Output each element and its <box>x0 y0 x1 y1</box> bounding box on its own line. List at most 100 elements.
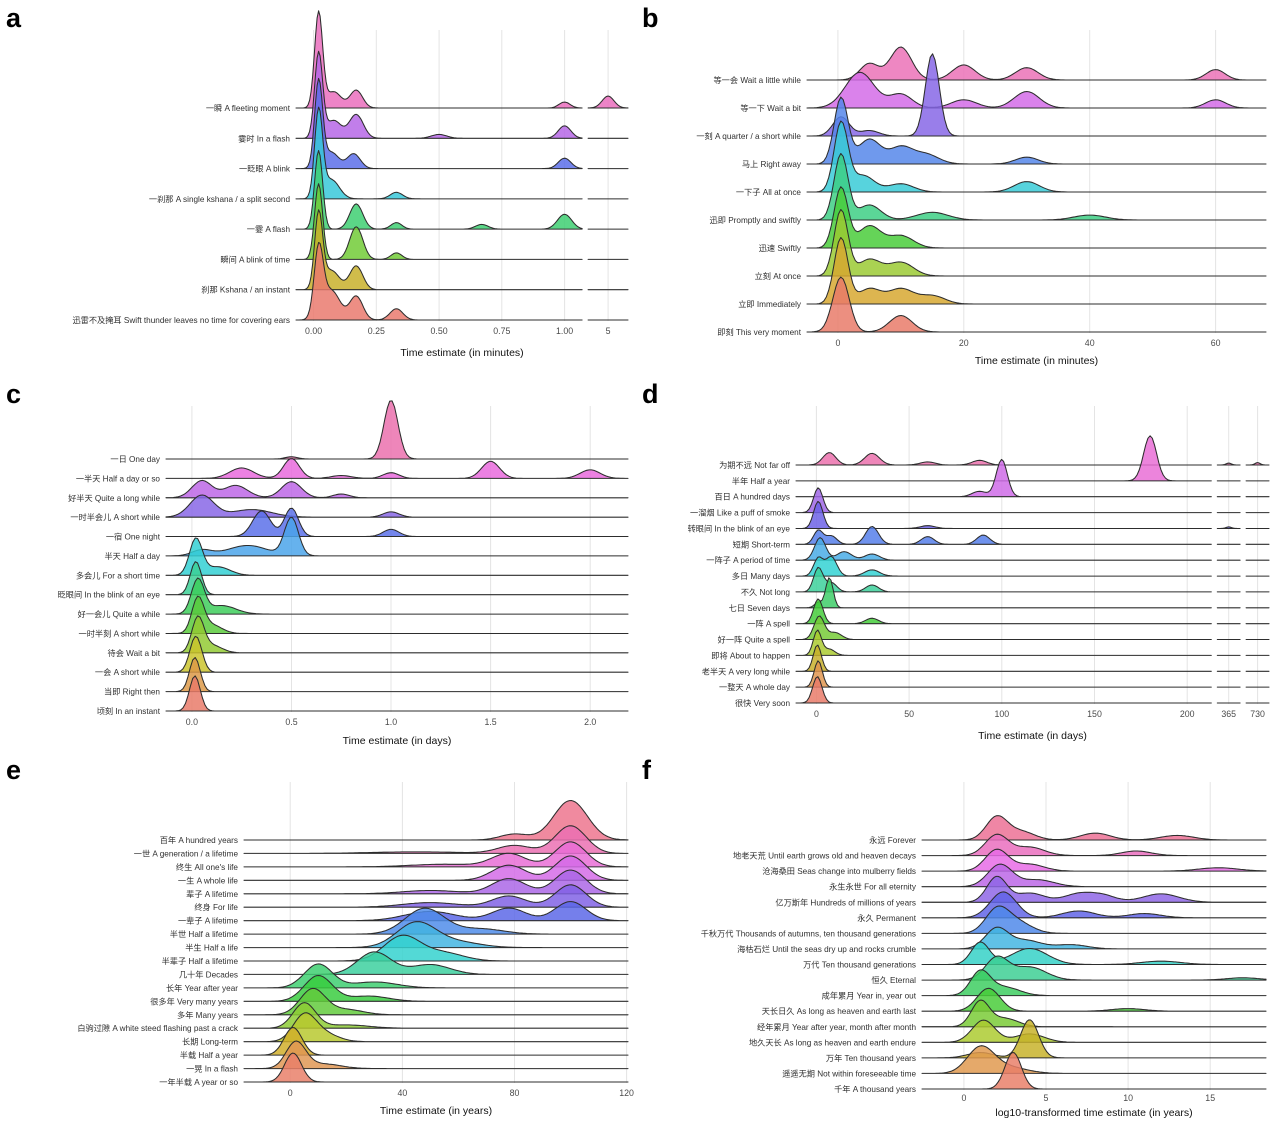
row-label: 即将 About to happen <box>711 650 790 660</box>
panel-b: 等一会 Wait a little while 等一下 Wait a bit 一刻 … <box>642 3 1267 367</box>
density-curve <box>165 494 629 518</box>
panel-a: 一瞬 A fleeting moment 霎时 In a flash 一眨眼 A b… <box>6 3 629 359</box>
density-curve <box>806 276 1267 333</box>
row-label: 一晃 In a flash <box>186 1065 238 1074</box>
row-label: 几十年 Decades <box>179 969 238 979</box>
density-curve <box>921 875 1267 903</box>
row-label: 待会 Wait a bit <box>108 648 161 658</box>
density-curve <box>795 644 1212 672</box>
density-curve <box>795 615 1212 641</box>
panel-c-container: 一日 One day 一半天 Half a day or so 好半天 Quite … <box>0 376 636 757</box>
density-curve <box>295 106 583 200</box>
x-tick-label: 0 <box>288 1088 293 1098</box>
row-label: 地久天长 As long as heaven and earth endure <box>749 1037 916 1047</box>
row-label: 一瞬 A fleeting moment <box>206 104 291 113</box>
row-label: 万代 Ten thousand generations <box>803 960 916 970</box>
density-curve <box>165 507 629 538</box>
density-curve <box>806 186 1267 249</box>
x-axis-title: Time estimate (in minutes) <box>975 355 1098 367</box>
row-label: 半年 Half a year <box>732 476 791 486</box>
row-label: 一刹那 A single kshana / a split second <box>149 195 291 204</box>
x-tick-label: 10 <box>1123 1093 1133 1103</box>
row-label: 一年半载 A year or so <box>159 1077 238 1087</box>
panel-d: 为期不远 Not far off 半年 Half a year 百日 A hundr… <box>642 379 1270 742</box>
row-label: 一阵子 A period of time <box>706 555 790 565</box>
row-label: 顷刻 In an instant <box>97 706 161 716</box>
row-label: 立即 Immediately <box>738 299 802 309</box>
density-curve <box>165 595 629 635</box>
density-curve <box>587 95 629 109</box>
density-curve <box>165 577 629 615</box>
row-label: 当即 Right then <box>104 687 160 697</box>
row-label: 即刻 This very moment <box>717 327 801 337</box>
row-label: 永久 Permanent <box>857 913 916 923</box>
row-label: 一时半会儿 A short while <box>70 512 160 522</box>
row-label: 终身 For life <box>194 902 238 912</box>
row-label: 万年 Ten thousand years <box>826 1053 916 1063</box>
density-curve <box>165 400 629 460</box>
density-curve <box>243 799 629 841</box>
panel-d-container: 为期不远 Not far off 半年 Half a year 百日 A hundr… <box>636 376 1271 757</box>
row-label: 马上 Right away <box>742 160 802 169</box>
row-label: 天长日久 As long as heaven and earth last <box>762 1006 917 1016</box>
density-curve <box>243 1052 629 1083</box>
density-curve <box>243 1012 629 1043</box>
x-axis-title: Time estimate (in minutes) <box>400 347 523 359</box>
row-label: 迅速 Swiftly <box>759 244 802 253</box>
density-curve <box>1245 462 1270 466</box>
density-curve <box>165 537 629 576</box>
row-label: 千秋万代 Thousands of autumns, ten thousand … <box>701 928 916 938</box>
density-curve <box>243 825 629 854</box>
row-label: 为期不远 Not far off <box>719 460 791 470</box>
x-tick-label: 200 <box>1180 709 1195 719</box>
row-label: 半生 Half a life <box>185 943 238 953</box>
panel-letter: c <box>6 379 21 409</box>
panel-b-container: 等一会 Wait a little while 等一下 Wait a bit 一刻 … <box>636 0 1271 381</box>
density-curve <box>806 208 1267 277</box>
row-label: 一生 A whole life <box>178 875 239 885</box>
density-curve <box>921 815 1267 841</box>
x-tick-label: 730 <box>1250 709 1265 719</box>
row-label: 等一下 Wait a bit <box>740 103 801 113</box>
row-label: 转眼间 In the blink of an eye <box>688 524 791 534</box>
x-tick-label: 0.50 <box>431 326 448 336</box>
row-label: 等一会 Wait a little while <box>713 75 801 85</box>
panel-a-container: 一瞬 A fleeting moment 霎时 In a flash 一眨眼 A b… <box>0 0 636 381</box>
density-curve <box>295 241 583 321</box>
row-label: 半辈子 Half a lifetime <box>162 956 239 966</box>
row-label: 亿万斯年 Hundreds of millions of years <box>775 897 916 907</box>
row-label: 迅雷不及掩耳 Swift thunder leaves no time for … <box>72 315 290 325</box>
x-tick-label: 2.0 <box>584 717 596 727</box>
row-label: 半载 Half a year <box>180 1050 239 1060</box>
row-label: 海枯石烂 Until the seas dry up and rocks cru… <box>737 944 916 954</box>
row-label: 一半天 Half a day or so <box>76 473 161 483</box>
density-curve <box>795 629 1212 656</box>
density-curve <box>243 974 629 1002</box>
density-curve <box>165 561 629 596</box>
row-label: 一世 A generation / a lifetime <box>134 848 239 858</box>
row-label: 多年 Many years <box>177 1010 238 1020</box>
x-tick-label: 0.5 <box>285 717 297 727</box>
density-curve <box>806 53 1267 137</box>
x-tick-label: 50 <box>904 709 914 719</box>
row-label: 半世 Half a lifetime <box>170 929 239 939</box>
x-tick-label: 1.00 <box>556 326 573 336</box>
row-label: 沧海桑田 Seas change into mulberry fields <box>762 866 916 876</box>
x-tick-label: 0 <box>835 338 840 348</box>
x-tick-label: 40 <box>398 1088 408 1098</box>
x-tick-label: 20 <box>959 338 969 348</box>
density-curve <box>921 863 1267 888</box>
density-curve <box>243 841 629 868</box>
row-label: 经年累月 Year after year, month after month <box>757 1022 916 1032</box>
row-label: 长年 Year after year <box>166 983 238 993</box>
row-label: 一整天 A whole day <box>719 682 791 692</box>
density-curve <box>1216 462 1241 466</box>
density-curve <box>795 537 1212 561</box>
density-curve <box>806 120 1267 193</box>
density-curve <box>806 236 1267 305</box>
density-curve <box>921 848 1267 872</box>
row-label: 多会儿 For a short time <box>76 570 161 580</box>
row-label: 一辈子 A lifetime <box>178 916 239 926</box>
row-label: 眨眼间 In the blink of an eye <box>58 591 161 600</box>
x-tick-label: 0.25 <box>368 326 385 336</box>
